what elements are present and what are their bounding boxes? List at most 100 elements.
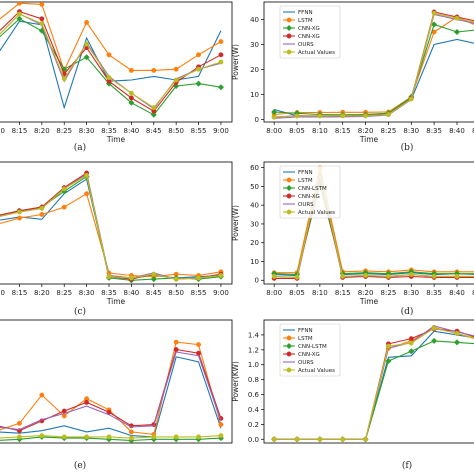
series-line-cnn-xg: [0, 348, 222, 432]
legend-label: CNN-LSTM: [298, 344, 327, 350]
x-tick-label: 8:20: [34, 127, 50, 135]
data-point: [294, 113, 300, 119]
series-line-lstm: [274, 167, 474, 274]
y-tick-label: 0: [255, 116, 259, 124]
data-point: [39, 212, 45, 217]
data-point: [173, 339, 179, 345]
x-axis-label: Time: [359, 297, 379, 306]
y-tick-label: 30: [250, 41, 259, 49]
data-point: [128, 435, 134, 441]
x-tick-label: 8:20: [358, 289, 374, 297]
x-tick-label: 8:25: [56, 289, 72, 297]
x-tick-label: 8:45: [146, 127, 162, 135]
data-point: [173, 276, 179, 282]
x-tick-label: 8:10: [0, 127, 5, 135]
y-tick-label: 0.0: [248, 436, 259, 444]
y-axis-label: Power(W): [231, 205, 240, 241]
data-point: [196, 275, 201, 281]
x-tick-label: 8:15: [335, 127, 351, 135]
panel-label: (c): [74, 306, 86, 317]
data-point: [173, 77, 179, 83]
panel-label: (f): [402, 460, 412, 471]
data-point: [106, 274, 112, 280]
data-point: [39, 21, 45, 27]
data-point: [453, 29, 460, 35]
data-point: [218, 39, 224, 45]
data-point: [17, 209, 22, 215]
x-tick-label: 8:15: [12, 289, 28, 297]
legend-marker: [286, 335, 292, 341]
data-point: [106, 75, 112, 81]
data-point: [385, 112, 391, 117]
data-point: [218, 52, 224, 58]
series-line-lstm: [0, 192, 221, 278]
data-point: [385, 358, 392, 364]
x-tick-label: 8:20: [358, 127, 374, 135]
data-point: [408, 96, 414, 102]
legend: FFNN LSTM CNN-LSTM CNN-XG OURS Actual Values: [279, 323, 341, 377]
y-axis-label: Power(KW): [231, 361, 240, 402]
data-point: [16, 15, 23, 22]
legend-marker: [286, 177, 292, 183]
legend-label: LSTM: [298, 18, 313, 24]
y-tick-label: 60: [250, 164, 259, 172]
y-tick-label: 50: [250, 183, 259, 191]
data-point: [106, 52, 112, 58]
data-point: [317, 113, 323, 119]
data-point: [196, 434, 201, 440]
data-point: [363, 113, 369, 119]
x-tick-label: 8:10: [0, 289, 5, 297]
legend-label: FFNN: [298, 328, 313, 334]
x-tick-label: 8:30: [403, 127, 419, 135]
series-line-cnn-lstm: [0, 18, 221, 116]
data-point: [218, 422, 224, 427]
data-point: [84, 172, 90, 178]
legend-marker: [286, 185, 292, 191]
x-tick-label: 8:30: [79, 289, 95, 297]
panel-label: (d): [401, 306, 414, 317]
data-point: [294, 436, 300, 442]
series-line-actual-values: [274, 12, 474, 118]
x-tick-label: 8:10: [312, 127, 328, 135]
x-axis-label: Time: [106, 135, 126, 144]
data-point: [128, 95, 134, 101]
panel-f: 0.0 0.2 0.4 0.6 0.8 1.0 1.2 1.4 Power(KW) FFNN LST…: [231, 319, 474, 471]
x-tick-label: 8:40: [449, 127, 465, 135]
data-point: [294, 274, 300, 280]
legend-label: LSTM: [298, 178, 313, 184]
legend-marker: [286, 49, 292, 55]
legend-marker: [286, 343, 292, 349]
legend-label: Actual Values: [298, 50, 335, 56]
x-tick-label: 8:10: [312, 289, 328, 297]
data-point: [408, 271, 414, 277]
series-line-ffnn: [0, 356, 222, 438]
data-point: [173, 347, 179, 352]
data-point: [385, 273, 391, 279]
x-tick-label: 8:20: [34, 289, 50, 297]
data-point: [39, 392, 45, 398]
data-point: [196, 66, 201, 72]
y-tick-label: 1.2: [248, 346, 259, 354]
y-tick-label: 30: [250, 220, 259, 228]
panel-e: (e): [0, 319, 233, 471]
x-tick-label: 8:45: [472, 289, 474, 297]
data-point: [408, 348, 415, 355]
x-axis-label: Time: [359, 135, 379, 144]
series-line-ffnn: [0, 20, 222, 110]
data-point: [128, 429, 134, 435]
data-point: [431, 337, 438, 344]
series-line-lstm: [0, 341, 222, 436]
x-tick-label: 8:35: [426, 289, 442, 297]
data-point: [271, 114, 277, 120]
data-point: [151, 434, 157, 440]
x-tick-label: 8:05: [289, 289, 305, 297]
data-point: [173, 66, 179, 72]
data-point: [17, 2, 22, 6]
legend-label: CNN-XG: [298, 26, 320, 32]
data-point: [363, 436, 369, 442]
data-point: [39, 433, 45, 439]
data-point: [340, 436, 346, 442]
axes-frame: [263, 1, 474, 123]
data-point: [340, 113, 346, 119]
